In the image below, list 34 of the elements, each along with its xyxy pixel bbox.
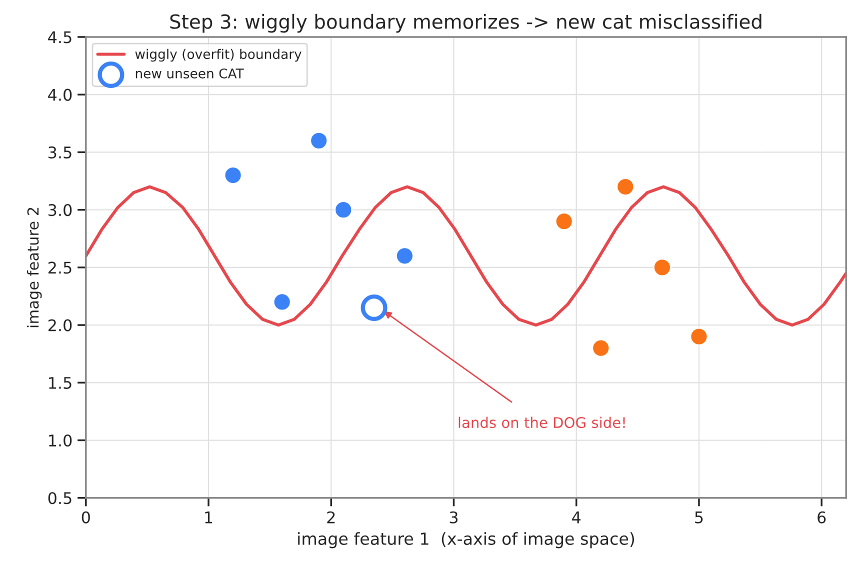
point: [272, 292, 292, 312]
annotation: lands on the DOG side!: [458, 416, 625, 428]
y-tick-label: 2.5: [48, 262, 72, 274]
y-tick-label: 2.0: [48, 319, 72, 332]
x-tick-label: 1: [205, 512, 212, 524]
y-tick-label: 1.5: [49, 377, 72, 389]
point: [554, 212, 574, 231]
x-tick-label: 4: [572, 512, 581, 524]
legend-label: wiggly (overfit) boundary: [135, 48, 302, 62]
y-tick-label: 4.5: [48, 31, 72, 44]
point: [334, 200, 353, 220]
point: [616, 178, 635, 196]
y-tick-label: 0.5: [48, 492, 72, 504]
x-axis-title: image feature 1 (x-axis of image space): [298, 532, 634, 548]
point: [396, 246, 414, 266]
line-series: [86, 185, 846, 327]
legend-label: new unseen CAT: [136, 68, 244, 78]
point: [310, 131, 328, 150]
y-tick-label: 1.0: [49, 434, 72, 447]
y-tick-label: 3.0: [48, 204, 72, 216]
y-axis-title: image feature 2: [26, 208, 42, 328]
point: [360, 294, 388, 322]
point: [592, 338, 610, 358]
y-tick-label: 3.5: [48, 146, 72, 159]
x-tick-label: 2: [327, 511, 335, 524]
x-tick-label: 3: [450, 511, 458, 524]
chart-title: Step 3: wiggly boundary memorizes -> new cat misclassified: [170, 14, 762, 33]
point: [224, 166, 242, 184]
x-tick-label: 5: [695, 512, 703, 524]
x-tick-label: 6: [818, 511, 826, 524]
y-tick-label: 4.0: [48, 88, 72, 101]
point: [652, 258, 672, 277]
point: [690, 327, 708, 346]
x-tick-label: 0: [82, 511, 90, 524]
